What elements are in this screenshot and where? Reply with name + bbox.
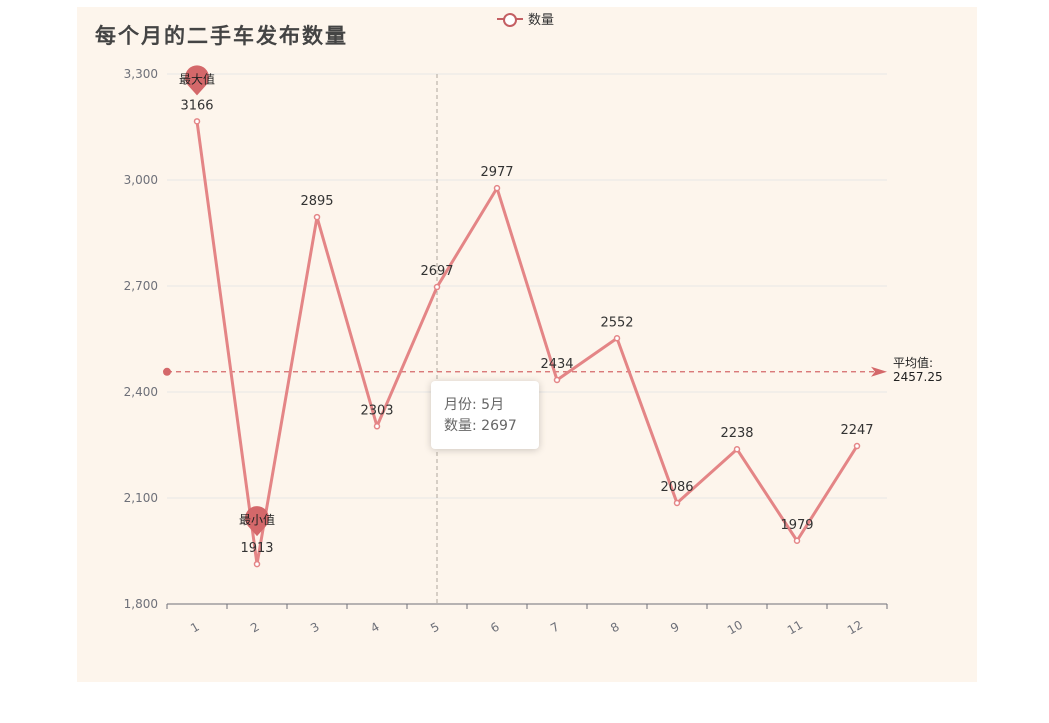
legend-line-marker-icon: [497, 12, 523, 27]
data-point[interactable]: [433, 283, 441, 291]
y-tick-label: 1,800: [124, 597, 158, 611]
tooltip: 月份: 5月 数量: 2697: [431, 381, 539, 449]
data-label: 2086: [660, 480, 693, 495]
data-point[interactable]: [313, 213, 321, 221]
y-tick-label: 2,400: [124, 385, 158, 399]
y-tick-label: 3,300: [124, 67, 158, 81]
tooltip-month-row: 月份: 5月: [444, 395, 539, 416]
average-line-start-dot: [163, 367, 171, 376]
chart-title: 每个月的二手车发布数量: [95, 23, 348, 48]
data-label: 2552: [600, 315, 633, 330]
data-point[interactable]: [613, 335, 621, 342]
data-point[interactable]: [673, 499, 681, 507]
y-tick-label: 3,000: [124, 173, 158, 187]
data-point[interactable]: [253, 560, 261, 568]
x-tick-label: 10: [725, 618, 745, 638]
tooltip-count-row: 数量: 2697: [444, 416, 539, 437]
min-mark-label: 最小值: [239, 512, 275, 527]
series-line: [195, 121, 859, 566]
data-label: 2895: [300, 194, 333, 209]
x-tick-label: 12: [845, 618, 865, 638]
tooltip-count-label: 数量:: [444, 418, 477, 434]
x-tick-label: 1: [188, 620, 202, 636]
data-label: 2977: [480, 165, 513, 180]
tooltip-month-label: 月份:: [444, 397, 477, 413]
data-point[interactable]: [793, 537, 801, 545]
x-tick-label: 11: [785, 618, 805, 638]
x-tick-label: 8: [608, 620, 622, 636]
average-line-value: 2457.25: [893, 370, 943, 384]
x-tick-label: 2: [248, 620, 262, 636]
x-tick-label: 4: [368, 620, 382, 636]
x-tick-label: 7: [548, 620, 562, 636]
data-label: 1913: [240, 541, 273, 556]
tooltip-month-value: 5月: [481, 397, 505, 413]
y-tick-label: 2,100: [124, 491, 158, 505]
average-line-label: 平均值:: [893, 355, 933, 370]
max-mark-label: 最大值: [179, 71, 215, 86]
data-label: 1979: [780, 518, 813, 533]
data-label: 2697: [420, 264, 453, 279]
data-point[interactable]: [733, 445, 741, 453]
x-tick-label: 5: [428, 620, 442, 636]
y-tick-label: 2,700: [124, 279, 158, 293]
legend-series-label: 数量: [528, 13, 555, 28]
min-mark-pin-icon: [245, 506, 269, 537]
average-line-arrow-icon: [871, 366, 887, 377]
tooltip-count-value: 2697: [481, 418, 517, 434]
data-label: 2238: [720, 426, 753, 441]
max-mark-pin-icon: [185, 65, 210, 96]
data-point[interactable]: [373, 423, 381, 430]
data-point[interactable]: [193, 118, 201, 125]
data-label: 3166: [180, 98, 213, 113]
legend[interactable]: 数量: [497, 9, 554, 28]
data-point[interactable]: [853, 442, 861, 450]
data-label: 2303: [360, 403, 393, 418]
x-tick-label: 6: [488, 620, 502, 636]
data-label: 2434: [540, 357, 573, 372]
data-point[interactable]: [493, 184, 501, 192]
x-tick-label: 3: [308, 620, 322, 636]
data-point[interactable]: [553, 376, 561, 384]
data-label: 2247: [840, 423, 873, 438]
x-tick-label: 9: [668, 620, 682, 636]
